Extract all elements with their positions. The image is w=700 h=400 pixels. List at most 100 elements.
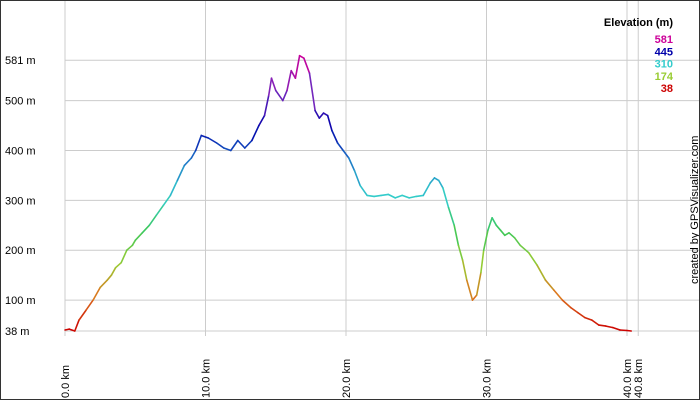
- elevation-segment: [331, 129, 339, 144]
- elevation-segment: [491, 217, 498, 227]
- elevation-segment: [169, 179, 179, 197]
- elevation-segment: [92, 286, 101, 301]
- elevation-segment: [619, 329, 628, 332]
- elevation-segment: [322, 112, 329, 117]
- elevation-segment: [553, 289, 564, 301]
- elevation-segment: [237, 139, 246, 149]
- y-axis-ticks: 38 m 100 m 200 m 300 m 400 m 500 m 581 m: [5, 55, 36, 338]
- legend-entry: 445: [655, 46, 673, 58]
- elevation-segment: [519, 244, 530, 254]
- x-tick-label: 40.8 km: [633, 359, 645, 398]
- elevation-segment: [251, 124, 260, 142]
- elevation-segment: [290, 69, 297, 79]
- x-tick-label: 10.0 km: [201, 359, 213, 398]
- elevation-segment: [576, 311, 586, 319]
- elevation-segment: [314, 109, 321, 119]
- legend-entry: 310: [655, 59, 673, 71]
- elevation-segment: [141, 224, 151, 234]
- legend-entry: 174: [655, 71, 674, 83]
- elevation-segment: [527, 251, 538, 267]
- elevation-segment: [471, 294, 478, 301]
- y-tick-label: 200 m: [5, 245, 36, 257]
- elevation-segment: [408, 195, 418, 199]
- elevation-segment: [176, 164, 186, 182]
- y-tick-label: 500 m: [5, 96, 36, 108]
- elevation-segment: [223, 147, 232, 152]
- elevation-profile: [64, 54, 633, 332]
- elevation-segment: [183, 157, 193, 167]
- elevation-segment: [148, 214, 158, 227]
- y-tick-label: 400 m: [5, 145, 36, 157]
- elevation-segment: [394, 194, 404, 199]
- elevation-segment: [68, 328, 76, 332]
- elevation-segment: [437, 179, 444, 189]
- elevation-segment: [584, 316, 593, 321]
- elevation-segment: [401, 194, 411, 199]
- elevation-segment: [134, 232, 144, 242]
- elevation-segment: [162, 194, 172, 207]
- legend-entry: 581: [655, 34, 673, 46]
- elevation-segment: [114, 261, 122, 269]
- elevation-segment: [359, 184, 368, 197]
- y-tick-label: 581 m: [5, 55, 36, 67]
- elevation-segment: [194, 134, 203, 152]
- elevation-segment: [366, 194, 375, 198]
- elevation-segment: [74, 319, 80, 332]
- elevation-segment: [200, 134, 210, 139]
- elevation-segment: [508, 232, 516, 239]
- elevation-segment: [215, 142, 225, 149]
- elevation-segment: [263, 94, 270, 117]
- elevation-segment: [569, 306, 579, 314]
- legend-entry: 38: [661, 83, 673, 95]
- elevation-segment: [442, 187, 450, 209]
- elevation-segment: [499, 229, 506, 237]
- elevation-segment: [131, 239, 137, 247]
- elevation-segment: [475, 271, 482, 296]
- elevation-segment: [453, 224, 460, 247]
- elevation-segment: [561, 299, 572, 309]
- elevation-segment: [626, 329, 633, 332]
- grid: [64, 1, 699, 336]
- elevation-segment: [106, 274, 113, 282]
- elevation-segment: [155, 204, 165, 217]
- elevation-segment: [544, 279, 555, 291]
- elevation-segment: [422, 182, 432, 197]
- elevation-segment: [457, 244, 464, 262]
- elevation-segment: [342, 149, 350, 159]
- elevation-segment: [110, 266, 117, 277]
- elevation-segment: [433, 177, 440, 182]
- elevation-segment: [244, 139, 253, 149]
- elevation-segment: [120, 249, 128, 264]
- elevation-segment: [267, 77, 273, 97]
- elevation-segment: [482, 229, 489, 251]
- elevation-segment: [99, 279, 108, 289]
- y-tick-label: 38 m: [5, 326, 29, 338]
- elevation-segment: [286, 69, 293, 92]
- elevation-segment: [513, 237, 522, 247]
- elevation-segment: [495, 224, 502, 232]
- elevation-segment: [380, 193, 390, 197]
- elevation-segment: [591, 319, 600, 326]
- x-tick-label: 30.0 km: [482, 359, 494, 398]
- x-tick-label: 20.0 km: [341, 359, 353, 398]
- elevation-segment: [274, 89, 284, 102]
- x-tick-label: 0.0 km: [60, 365, 72, 398]
- elevation-segment: [536, 264, 547, 282]
- elevation-segment: [258, 114, 266, 127]
- elevation-segment: [605, 325, 614, 329]
- elevation-segment: [612, 326, 621, 331]
- elevation-segment: [598, 324, 607, 327]
- elevation-segment: [373, 194, 382, 198]
- elevation-segment: [303, 57, 311, 74]
- x-axis-ticks: 0.0 km 10.0 km 20.0 km 30.0 km 40.0 km 40.8 k…: [60, 359, 645, 398]
- elevation-segment: [347, 157, 356, 172]
- credit-text: created by GPSVisualizer.com: [689, 136, 699, 284]
- elevation-segment: [480, 249, 485, 274]
- elevation-segment: [461, 259, 468, 282]
- legend-title: Elevation (m): [604, 17, 673, 29]
- elevation-segment: [270, 77, 277, 92]
- elevation-segment: [207, 137, 218, 144]
